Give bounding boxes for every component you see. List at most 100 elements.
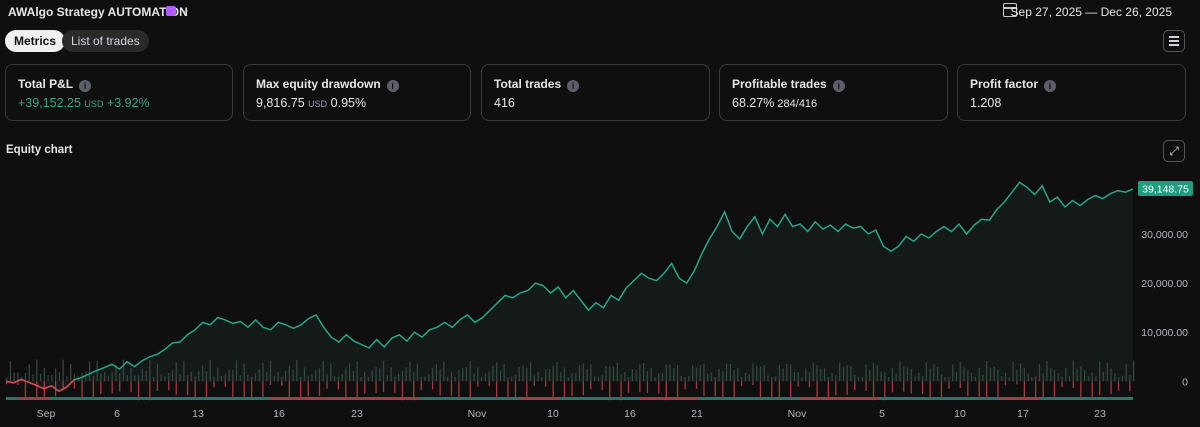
info-icon[interactable]: i [79,80,92,92]
trade-bar [872,381,875,401]
trade-bar [503,364,505,382]
x-tick-label: Nov [468,408,487,420]
trade-bar [345,381,347,401]
trade-bar [1057,373,1059,382]
trade-bar [32,374,34,382]
trade-bar [367,376,370,382]
trade-bar [763,365,765,382]
trade-bar [175,381,177,395]
strategy-name[interactable]: AWAlgo Strategy AUTOMATION [8,5,188,19]
equity-line-negative [5,378,75,393]
trade-bar [635,369,637,382]
trade-bar [318,381,321,396]
trade-bar [318,368,321,382]
trade-bar [183,360,185,382]
expand-icon[interactable]: ⤢ [1163,140,1185,162]
trade-bar [401,370,404,382]
trade-bar [1072,360,1074,382]
trade-bar [375,381,377,393]
trade-bar [1068,376,1071,382]
trade-bar [92,375,94,382]
trade-bar [1004,372,1007,382]
trade-bar [330,363,332,382]
trade-bar [548,368,551,382]
tab-metrics[interactable]: Metrics [5,30,66,52]
trade-bar [73,373,76,382]
trade-bar [797,372,799,382]
trade-bar [55,368,57,382]
metric-label: Total P&L [18,77,74,91]
trade-bar [1023,367,1025,382]
trade-bar [929,381,931,401]
trade-bar [1004,381,1007,386]
trade-bar [563,367,566,382]
trade-bar [1133,360,1135,382]
trade-bar [379,368,381,382]
trade-bar [194,381,196,400]
trade-bar [903,366,905,382]
trade-bar [1091,381,1093,400]
tab-list-of-trades[interactable]: List of trades [62,30,149,52]
trade-bar [477,381,479,387]
menu-icon[interactable] [1163,30,1185,52]
metric-card-total-pnl: Total P&L i +39,152.25 USD +3.92% [5,64,233,121]
trade-bar [262,362,264,382]
trade-bar [420,376,422,382]
trade-bar [676,381,679,401]
equity-chart[interactable]: 0 10,000.00 20,000.00 30,000.00 39,148.75 Sep… [0,165,1200,427]
date-range[interactable]: Sep 27, 2025 — Dec 26, 2025 [1010,5,1172,19]
trade-bar [560,372,562,382]
trade-bar [96,361,98,382]
trade-bar [684,381,686,390]
trade-bar [1087,376,1090,382]
trade-bar [612,366,615,382]
trade-bar [676,364,679,382]
trade-bar [66,376,68,382]
trade-bar [888,377,890,382]
trade-bar [571,373,573,382]
equity-area [6,182,1133,392]
trade-bar [827,381,829,400]
trade-bar [661,373,664,382]
last-value-label: 39,148.75 [1142,184,1189,196]
trade-bar [488,371,490,382]
trade-bar [462,367,464,382]
y-tick-label: 0 [1182,376,1188,388]
trade-bar [899,361,901,382]
trade-bar [921,381,924,394]
info-icon[interactable]: i [832,80,845,92]
y-tick-label: 20,000.00 [1141,278,1188,290]
trade-bar [1016,381,1018,385]
trade-bar [733,381,735,400]
trade-bar [145,371,147,382]
time-range-segment [800,397,880,400]
trade-bar [921,376,924,382]
trade-bar [164,376,166,382]
trade-bar [337,381,339,390]
trade-bar [168,373,170,382]
trade-bar [1072,381,1074,388]
chevron-down-icon[interactable]: ⌄ [181,4,191,16]
trade-bar [224,381,226,387]
metric-card-profitable-trades: Profitable trades i 68.27% 284/416 [719,64,948,121]
trade-bar [311,374,313,382]
trade-bar [872,362,875,382]
trade-bar [484,373,486,382]
trade-bar [808,381,811,388]
trade-bar [529,362,532,382]
info-icon[interactable]: i [567,80,580,92]
x-tick-label: Nov [788,408,807,420]
trade-bar [405,367,407,382]
info-icon[interactable]: i [1044,80,1057,92]
metric-value: 416 [494,96,515,110]
info-icon[interactable]: i [386,80,399,92]
trade-bar [51,374,53,382]
x-tick-label: 6 [114,408,120,420]
trade-bar [778,365,780,382]
calendar-icon[interactable] [1003,3,1017,17]
trade-bar [744,372,747,382]
trade-bar [413,381,415,401]
trade-bar [119,381,121,392]
trade-bar [1076,369,1078,382]
trade-bar [526,381,528,398]
